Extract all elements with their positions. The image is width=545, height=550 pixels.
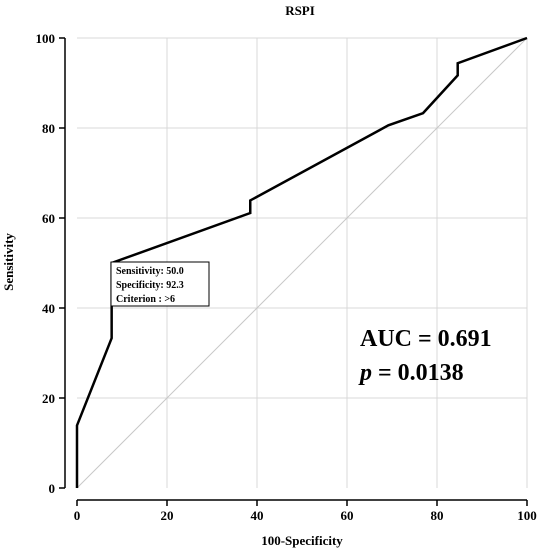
x-tick-label: 100 (517, 508, 537, 523)
annotation-sensitivity: Sensitivity: 50.0 (116, 266, 184, 277)
criterion-annotation: Sensitivity: 50.0 Specificity: 92.3 Crit… (110, 261, 210, 307)
annotation-specificity: Specificity: 92.3 (116, 280, 184, 291)
x-tick-label: 60 (341, 508, 354, 523)
x-tick-label: 40 (251, 508, 264, 523)
y-axis-label: Sensitivity (1, 233, 16, 291)
p-value: p = 0.0138 (358, 360, 464, 386)
x-axis-ticks: 0 20 40 60 80 100 (74, 500, 537, 523)
y-tick-label: 40 (42, 301, 55, 316)
y-tick-label: 60 (42, 211, 55, 226)
x-tick-label: 0 (74, 508, 81, 523)
y-axis-ticks: 0 20 40 60 80 100 (36, 31, 65, 496)
y-tick-label: 0 (49, 481, 56, 496)
reference-diagonal-line (76, 37, 528, 489)
y-tick-label: 80 (42, 121, 55, 136)
p-symbol: p (358, 360, 372, 386)
x-tick-label: 80 (431, 508, 444, 523)
y-tick-label: 20 (42, 391, 55, 406)
annotation-box-frame (110, 261, 210, 307)
chart-title: RSPI (285, 3, 315, 18)
grid (77, 37, 528, 488)
roc-curve (75, 36, 528, 488)
axes (64, 38, 527, 501)
y-tick-label: 100 (36, 31, 56, 46)
p-value-number: = 0.0138 (372, 360, 464, 386)
x-tick-label: 20 (161, 508, 174, 523)
annotation-criterion: Criterion : >6 (116, 294, 175, 305)
x-axis-label: 100-Specificity (261, 533, 343, 548)
auc-value: AUC = 0.691 (360, 326, 492, 352)
